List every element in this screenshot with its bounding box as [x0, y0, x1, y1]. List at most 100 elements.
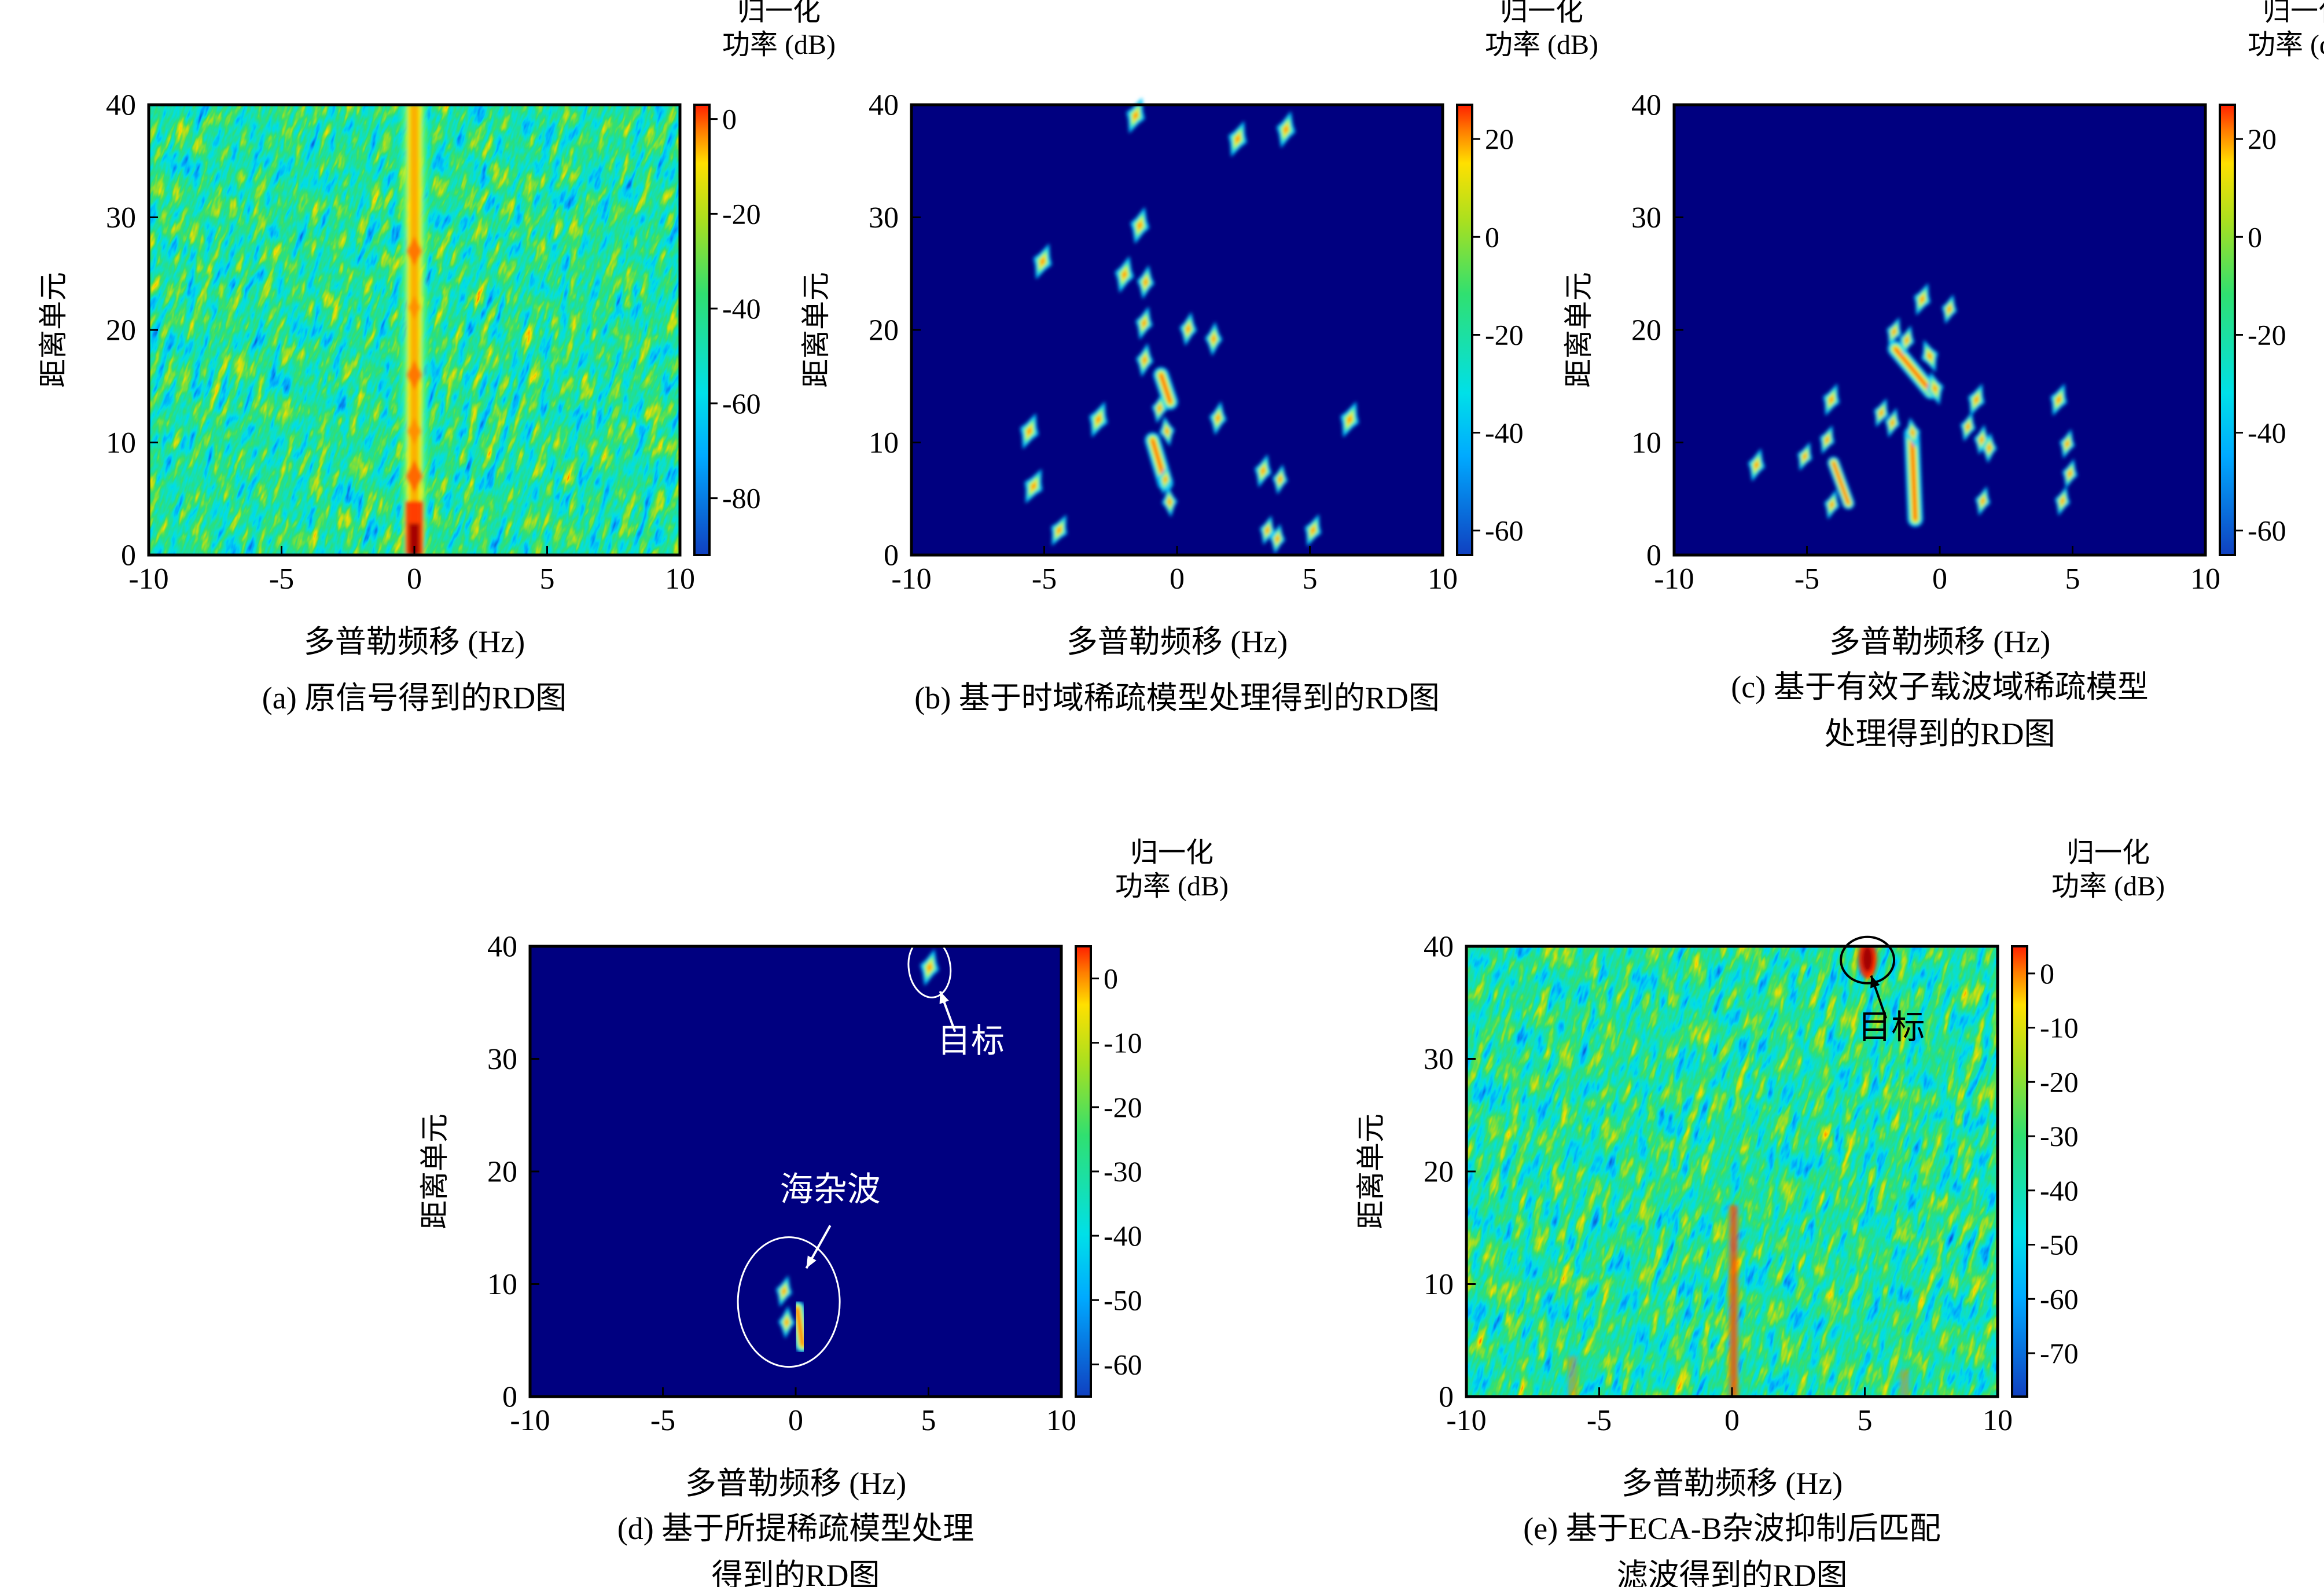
svg-text:-20: -20: [2040, 1066, 2079, 1098]
svg-text:0: 0: [1104, 963, 1118, 995]
svg-text:多普勒频移 (Hz): 多普勒频移 (Hz): [685, 1466, 906, 1501]
svg-text:30: 30: [869, 201, 899, 234]
svg-text:距离单元: 距离单元: [1562, 272, 1595, 388]
svg-text:10: 10: [869, 427, 899, 460]
svg-text:0: 0: [2248, 221, 2262, 253]
svg-text:(e) 基于ECA-B杂波抑制后匹配: (e) 基于ECA-B杂波抑制后匹配: [1523, 1511, 1940, 1546]
svg-text:10: 10: [106, 427, 136, 460]
svg-text:10: 10: [2190, 563, 2220, 596]
svg-text:多普勒频移 (Hz): 多普勒频移 (Hz): [1621, 1466, 1843, 1501]
svg-text:功率 (dB): 功率 (dB): [722, 30, 836, 60]
svg-text:距离单元: 距离单元: [800, 272, 832, 388]
svg-text:0: 0: [121, 539, 136, 572]
svg-text:5: 5: [1303, 563, 1318, 596]
svg-text:归一化: 归一化: [2263, 0, 2324, 27]
svg-text:-40: -40: [2248, 417, 2286, 449]
svg-text:-60: -60: [722, 387, 761, 420]
svg-text:20: 20: [1631, 314, 1661, 347]
svg-text:20: 20: [1485, 123, 1514, 155]
svg-text:40: 40: [1631, 89, 1661, 122]
svg-text:-20: -20: [2248, 319, 2286, 351]
svg-text:10: 10: [1428, 563, 1458, 596]
svg-text:20: 20: [1424, 1156, 1454, 1189]
svg-text:得到的RD图: 得到的RD图: [711, 1558, 880, 1587]
svg-text:-70: -70: [2040, 1337, 2079, 1369]
svg-text:20: 20: [869, 314, 899, 347]
svg-text:0: 0: [502, 1381, 517, 1414]
svg-text:0: 0: [788, 1404, 803, 1437]
svg-text:10: 10: [1631, 427, 1661, 460]
svg-text:30: 30: [1424, 1043, 1454, 1076]
svg-text:0: 0: [2040, 957, 2054, 990]
svg-text:-10: -10: [2040, 1012, 2079, 1044]
svg-text:5: 5: [921, 1404, 936, 1437]
svg-text:归一化: 归一化: [1130, 837, 1214, 868]
svg-text:-50: -50: [1104, 1284, 1142, 1316]
svg-text:5: 5: [1858, 1404, 1873, 1437]
svg-text:距离单元: 距离单元: [418, 1114, 451, 1229]
svg-text:20: 20: [487, 1156, 517, 1189]
svg-text:-60: -60: [2040, 1283, 2079, 1315]
svg-text:40: 40: [1424, 931, 1454, 964]
svg-text:多普勒频移 (Hz): 多普勒频移 (Hz): [1067, 624, 1288, 659]
svg-text:多普勒频移 (Hz): 多普勒频移 (Hz): [1829, 624, 2050, 659]
svg-text:(b) 基于时域稀疏模型处理得到的RD图: (b) 基于时域稀疏模型处理得到的RD图: [914, 681, 1439, 715]
svg-text:海杂波: 海杂波: [780, 1171, 881, 1208]
svg-text:0: 0: [1439, 1381, 1454, 1414]
svg-text:10: 10: [487, 1268, 517, 1301]
svg-text:-5: -5: [1795, 563, 1819, 596]
svg-text:5: 5: [2065, 563, 2080, 596]
svg-text:10: 10: [1983, 1404, 2013, 1437]
svg-text:目标: 目标: [937, 1022, 1005, 1060]
svg-text:(a) 原信号得到的RD图: (a) 原信号得到的RD图: [262, 681, 567, 715]
svg-text:5: 5: [540, 563, 555, 596]
svg-text:-80: -80: [722, 482, 761, 515]
svg-text:-40: -40: [1485, 417, 1524, 449]
svg-text:-5: -5: [1587, 1404, 1612, 1437]
svg-text:功率 (dB): 功率 (dB): [1485, 30, 1598, 60]
svg-text:-50: -50: [2040, 1229, 2079, 1261]
svg-text:-60: -60: [1485, 515, 1524, 547]
svg-text:-5: -5: [1032, 563, 1057, 596]
svg-text:0: 0: [722, 103, 737, 135]
svg-text:-60: -60: [2248, 515, 2286, 547]
svg-text:(d) 基于所提稀疏模型处理: (d) 基于所提稀疏模型处理: [617, 1511, 974, 1546]
svg-text:归一化: 归一化: [737, 0, 821, 27]
svg-text:0: 0: [1932, 563, 1947, 596]
svg-text:归一化: 归一化: [2066, 837, 2150, 868]
svg-text:目标: 目标: [1858, 1009, 1925, 1046]
svg-text:40: 40: [869, 89, 899, 122]
svg-text:0: 0: [407, 563, 422, 596]
svg-text:10: 10: [1046, 1404, 1076, 1437]
svg-text:0: 0: [1646, 539, 1661, 572]
svg-text:30: 30: [1631, 201, 1661, 234]
svg-text:20: 20: [106, 314, 136, 347]
svg-text:归一化: 归一化: [1500, 0, 1583, 27]
svg-text:处理得到的RD图: 处理得到的RD图: [1824, 717, 2055, 751]
svg-text:30: 30: [487, 1043, 517, 1076]
svg-text:20: 20: [2248, 123, 2277, 155]
svg-text:-20: -20: [1104, 1091, 1142, 1123]
svg-text:0: 0: [884, 539, 899, 572]
svg-text:-20: -20: [722, 197, 761, 230]
svg-text:-60: -60: [1104, 1348, 1142, 1380]
svg-text:-10: -10: [1104, 1027, 1142, 1059]
svg-text:-30: -30: [2040, 1120, 2079, 1152]
svg-text:10: 10: [665, 563, 695, 596]
svg-text:0: 0: [1724, 1404, 1740, 1437]
svg-text:(c) 基于有效子载波域稀疏模型: (c) 基于有效子载波域稀疏模型: [1731, 670, 2148, 704]
svg-text:距离单元: 距离单元: [37, 272, 69, 388]
svg-text:10: 10: [1424, 1268, 1454, 1301]
svg-text:功率 (dB): 功率 (dB): [2248, 30, 2324, 60]
svg-text:-20: -20: [1485, 319, 1524, 351]
svg-text:40: 40: [487, 931, 517, 964]
svg-text:0: 0: [1170, 563, 1185, 596]
svg-text:-5: -5: [650, 1404, 675, 1437]
svg-text:-30: -30: [1104, 1155, 1142, 1188]
svg-text:功率 (dB): 功率 (dB): [1115, 871, 1229, 902]
svg-text:滤波得到的RD图: 滤波得到的RD图: [1616, 1558, 1847, 1587]
svg-text:距离单元: 距离单元: [1355, 1114, 1387, 1229]
svg-text:40: 40: [106, 89, 136, 122]
svg-text:0: 0: [1485, 221, 1499, 253]
svg-text:30: 30: [106, 201, 136, 234]
